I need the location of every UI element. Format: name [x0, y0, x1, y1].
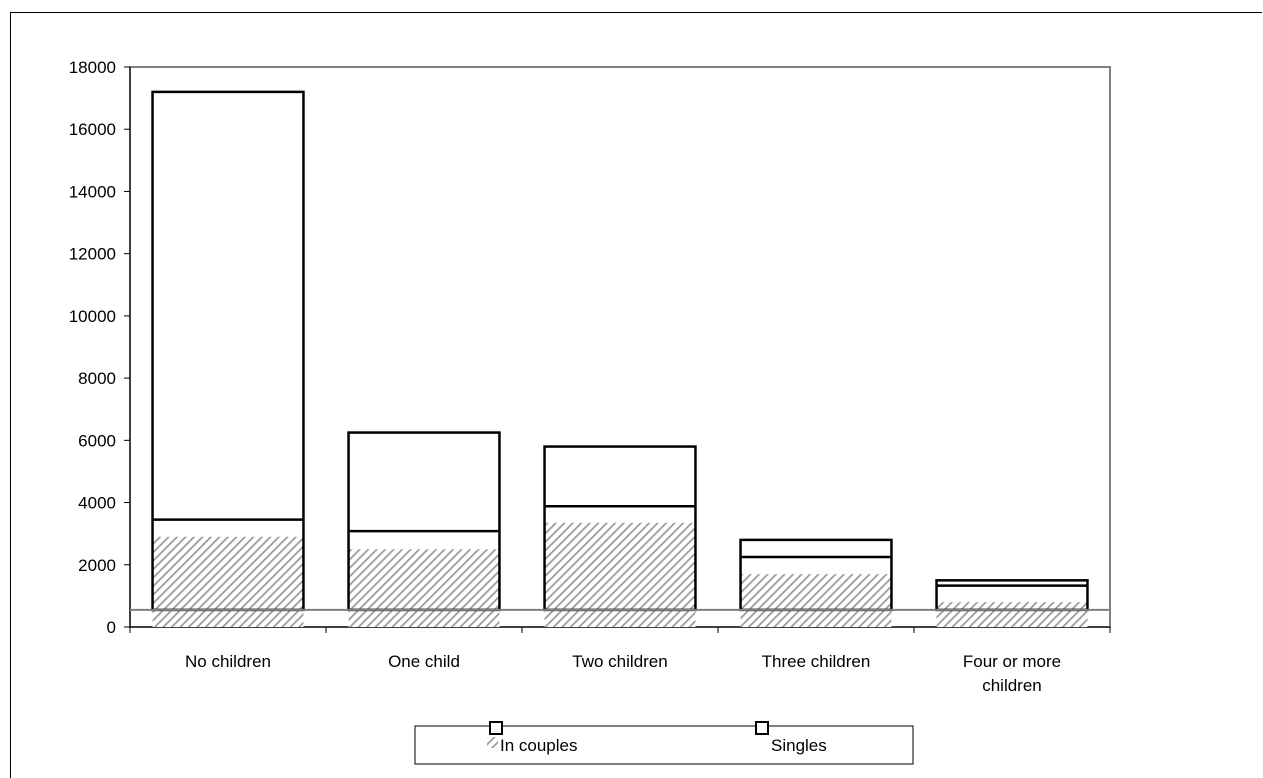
legend-label-in-couples: In couples	[500, 736, 578, 755]
y-tick-label: 4000	[78, 494, 116, 513]
figure-frame	[10, 12, 1262, 778]
y-axis: 0 2000 4000 6000 8000 10000 12000 14000 16000 180…	[69, 58, 131, 637]
y-tick-label: 12000	[69, 245, 116, 264]
y-tick-label: 18000	[69, 58, 116, 77]
x-tick-label: No children	[185, 652, 271, 671]
bar-in-couples-4	[740, 574, 892, 627]
y-tick-label: 14000	[69, 182, 116, 201]
bar-in-couples-5	[936, 602, 1088, 627]
y-tick-label: 0	[107, 618, 116, 637]
x-tick-label: Four or more children	[963, 652, 1061, 695]
x-tick-label-line: Two children	[572, 652, 667, 671]
bar-in-couples-3	[544, 522, 696, 627]
x-tick-label-line: Three children	[762, 652, 871, 671]
x-tick-label-line: children	[982, 676, 1042, 695]
x-tick-label: One child	[388, 652, 460, 671]
x-tick-label-line: Four or more	[963, 652, 1061, 671]
y-tick-label: 10000	[69, 307, 116, 326]
legend-swatch-in-couples	[487, 737, 498, 748]
x-axis: No children One child Two children Three ch…	[129, 626, 1111, 695]
legend-swatch-singles	[755, 721, 769, 735]
bar-singles-1	[151, 90, 305, 612]
legend-label-singles: Singles	[771, 736, 827, 755]
y-tick-label: 6000	[78, 431, 116, 450]
y-tick-label: 2000	[78, 556, 116, 575]
bar-in-couples-1	[152, 536, 304, 627]
y-tick-label: 8000	[78, 369, 116, 388]
y-tick-label: 16000	[69, 120, 116, 139]
x-tick-label: Two children	[572, 652, 667, 671]
legend: In couples Singles	[414, 721, 914, 765]
x-tick-label-line: No children	[185, 652, 271, 671]
bar-in-couples-2	[348, 549, 500, 627]
x-tick-label-line: One child	[388, 652, 460, 671]
legend-marker-singles-style	[489, 721, 503, 735]
x-tick-label: Three children	[762, 652, 871, 671]
bars-group	[130, 90, 1110, 627]
